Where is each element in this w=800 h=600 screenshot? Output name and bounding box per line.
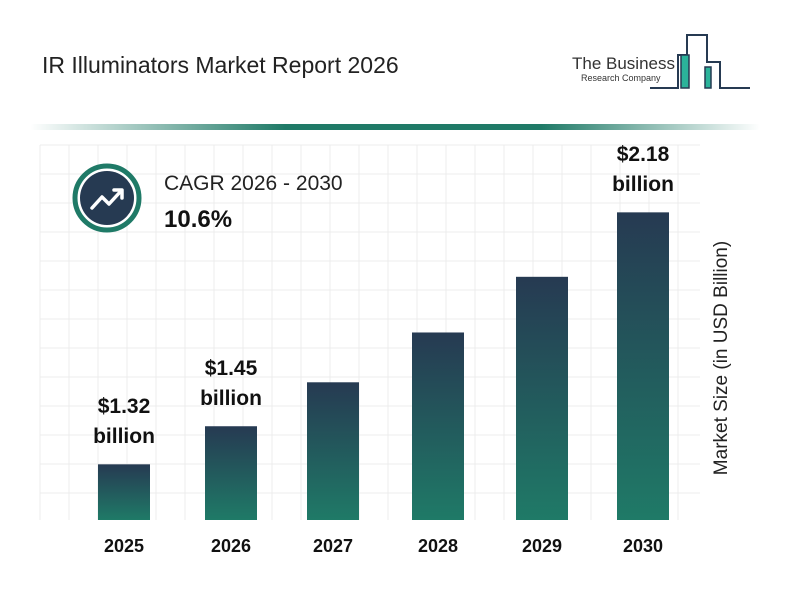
page-title: IR Illuminators Market Report 2026 — [42, 52, 399, 78]
data-label-line: billion — [612, 173, 674, 197]
grid-lines — [39, 144, 700, 520]
cagr-label: CAGR 2026 - 2030 — [164, 172, 343, 195]
bar-2026 — [205, 426, 257, 520]
company-logo: The Business Research Company — [560, 30, 760, 100]
x-tick-label: 2027 — [312, 536, 354, 556]
trending-up-icon — [72, 163, 142, 233]
data-label-line: $1.45 — [204, 357, 258, 381]
bar-2027 — [307, 382, 359, 520]
logo-buildings-icon — [650, 34, 750, 89]
data-label-line: $2.18 — [616, 143, 670, 167]
data-label-line: billion — [200, 387, 262, 411]
bar-2029 — [516, 276, 568, 520]
data-label: $1.32 billion — [93, 392, 155, 452]
cagr-value: 10.6% — [164, 206, 233, 233]
logo-text-line1: The Business — [572, 54, 675, 73]
x-tick-label: 2029 — [521, 536, 563, 556]
data-label: $1.45 billion — [200, 354, 262, 414]
bars — [98, 212, 669, 520]
header-divider — [30, 124, 760, 130]
x-tick-label: 2026 — [210, 536, 252, 556]
data-label: $2.18 billion — [612, 140, 674, 200]
bar-2028 — [412, 332, 464, 520]
cagr-badge — [72, 163, 142, 233]
bar-2030 — [617, 212, 669, 520]
bar-2025 — [98, 464, 150, 520]
x-tick-label: 2030 — [622, 536, 664, 556]
x-tick-label: 2025 — [103, 536, 145, 556]
logo-text-line2: Research Company — [581, 73, 661, 83]
x-tick-label: 2028 — [417, 536, 459, 556]
data-label-line: $1.32 — [97, 395, 151, 419]
data-label-line: billion — [93, 425, 155, 449]
y-axis-label: Market Size (in USD Billion) — [711, 240, 732, 476]
